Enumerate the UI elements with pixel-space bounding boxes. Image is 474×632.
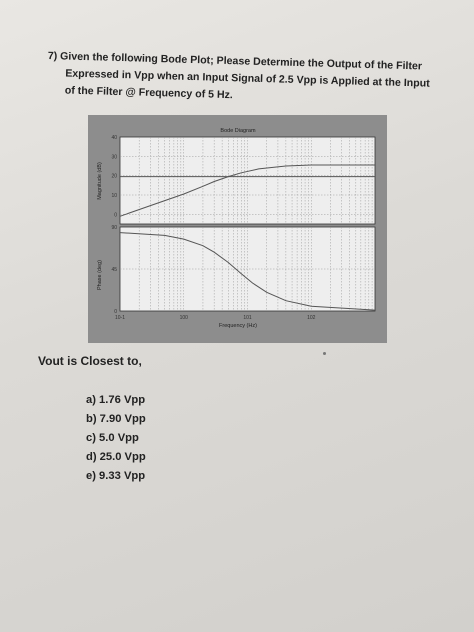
mag-ytick-label: 40 xyxy=(111,135,117,141)
bode-plot-photo: Bode Diagram Magnitude (dB) Phase (deg) … xyxy=(88,115,387,343)
ph-ytick-label: 90 xyxy=(111,225,117,231)
ph-ytick-label: 0 xyxy=(114,309,117,315)
mag-ytick-label: 20 xyxy=(111,174,117,180)
mag-ytick-label: 30 xyxy=(111,154,117,160)
answer-choices: a) 1.76 Vpp b) 7.90 Vpp c) 5.0 Vpp d) 25… xyxy=(86,391,146,486)
answer-b[interactable]: b) 7.90 Vpp xyxy=(86,413,146,425)
question-text: 7) Given the following Bode Plot; Please… xyxy=(47,48,448,110)
chart-title: Bode Diagram xyxy=(220,128,256,134)
mag-ytick-label: 10 xyxy=(111,193,117,199)
frequency-axis-label: Frequency (Hz) xyxy=(219,323,257,329)
xtick-label: 102 xyxy=(307,315,316,321)
answer-a[interactable]: a) 1.76 Vpp xyxy=(86,394,146,406)
xtick-label: 10-1 xyxy=(115,315,125,321)
answer-e[interactable]: e) 9.33 Vpp xyxy=(86,470,146,482)
phase-axis-label: Phase (deg) xyxy=(97,260,103,290)
xtick-label: 101 xyxy=(243,315,252,321)
magnitude-axis-label: Magnitude (dB) xyxy=(97,162,103,200)
answer-d[interactable]: d) 25.0 Vpp xyxy=(86,451,146,463)
ph-ytick-label: 45 xyxy=(111,267,117,273)
xtick-label: 100 xyxy=(180,315,189,321)
vout-prompt: Vout is Closest to, xyxy=(38,354,142,368)
answer-c[interactable]: c) 5.0 Vpp xyxy=(86,432,139,444)
ph-series-1 xyxy=(119,232,376,311)
bode-chart: Bode Diagram Magnitude (dB) Phase (deg) … xyxy=(97,128,376,329)
mag-ytick-label: 0 xyxy=(114,212,117,218)
paper-speck xyxy=(323,352,326,355)
